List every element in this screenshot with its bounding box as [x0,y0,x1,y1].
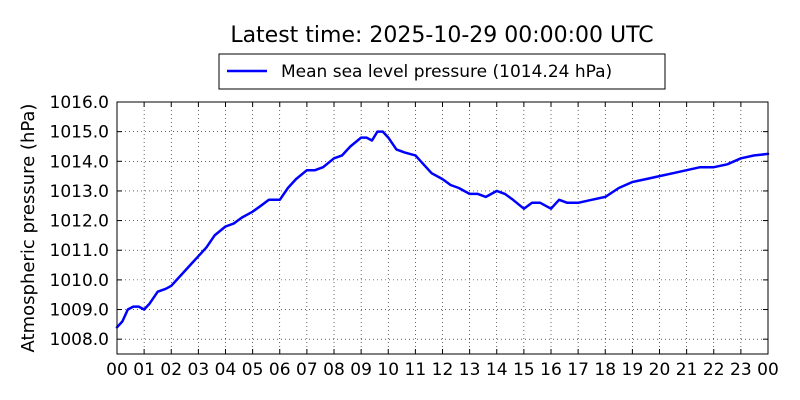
series-layer [115,130,770,329]
x-tick-label: 09 [350,360,372,380]
x-tick-label: 14 [486,360,508,380]
x-tick-label: 15 [513,360,535,380]
tick-marks [116,101,769,354]
x-tick-label: 13 [459,360,481,380]
x-tick-label: 21 [676,360,698,380]
y-tick-label: 1013.0 [50,182,109,202]
x-tick-label: 19 [622,360,644,380]
y-tick-label: 1011.0 [50,241,109,261]
x-tick-label: 05 [242,360,264,380]
x-tick-label: 12 [432,360,454,380]
x-tick-label: 00 [106,360,128,380]
x-tick-label: 00 [757,360,779,380]
y-tick-label: 1015.0 [50,123,109,143]
x-tick-label: 01 [133,360,155,380]
x-tick-label: 02 [160,360,182,380]
x-tick-label: 23 [730,360,752,380]
y-tick-labels: 1008.0 1009.0 1010.0 1011.0 1012.0 1013.0 1014… [50,93,109,350]
x-tick-label: 10 [377,360,399,380]
x-tick-labels: 00 01 02 03 04 05 06 07 08 09 10 11 12 13 14 15 16 17 18 19… [106,360,779,380]
x-tick-label: 08 [323,360,345,380]
x-tick-label: 03 [188,360,210,380]
x-tick-label: 22 [703,360,725,380]
x-tick-label: 11 [405,360,427,380]
x-tick-label: 20 [649,360,671,380]
chart-title: Latest time: 2025-10-29 00:00:00 UTC [230,23,653,48]
y-tick-label: 1010.0 [50,271,109,291]
y-tick-label: 1008.0 [50,330,109,350]
y-tick-label: 1009.0 [50,301,109,321]
x-tick-label: 07 [296,360,318,380]
y-tick-label: 1016.0 [50,93,109,113]
x-tick-label: 06 [269,360,291,380]
grid-lines [117,102,768,354]
legend-box [218,53,666,90]
x-tick-label: 17 [567,360,589,380]
y-tick-label: 1014.0 [50,152,109,172]
x-tick-label: 18 [594,360,616,380]
legend-label: Mean sea level pressure (1014.24 hPa) [281,62,612,82]
plot-area-frame [116,101,769,355]
x-tick-label: 16 [540,360,562,380]
legend: Mean sea level pressure (1014.24 hPa) [218,53,666,90]
y-tick-label: 1012.0 [50,212,109,232]
series-line-mean-sea-level-pressure [115,130,770,329]
x-tick-label: 04 [215,360,237,380]
y-axis-label: Atmospheric pressure (hPa) [18,104,39,353]
